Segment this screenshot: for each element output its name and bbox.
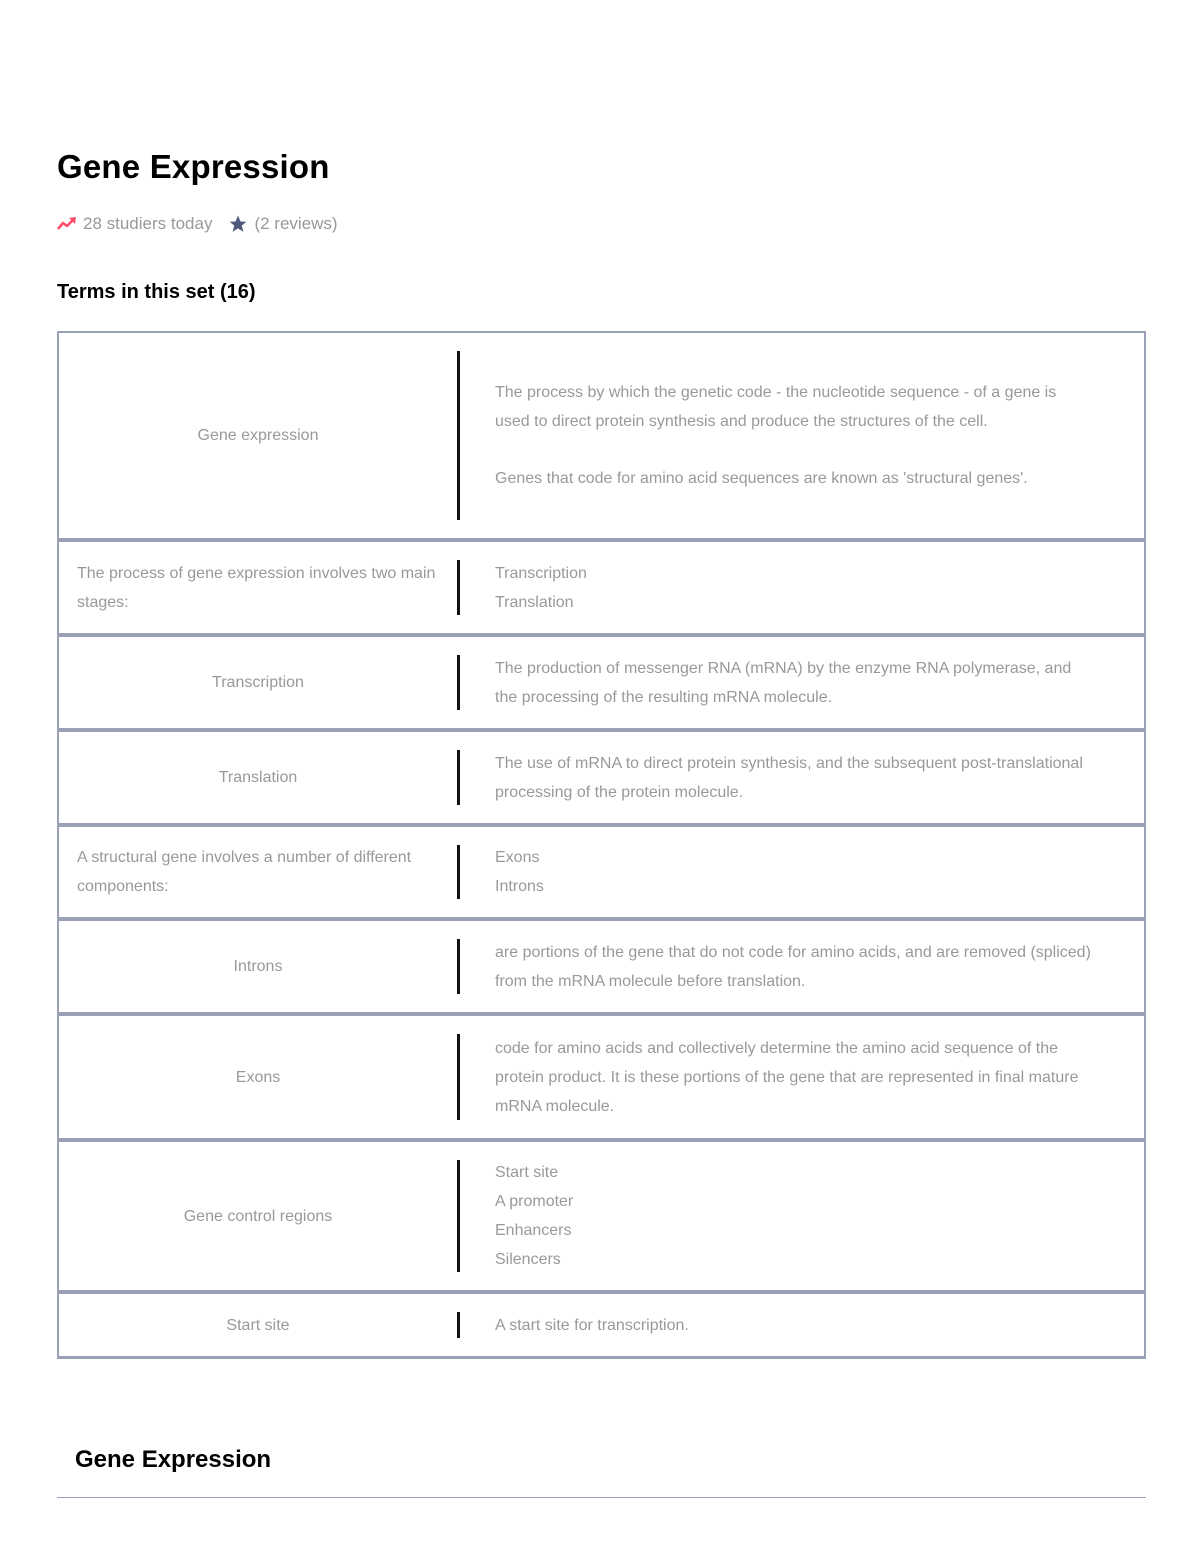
- column-divider: [457, 351, 460, 520]
- term-text: The process of gene expression involves …: [77, 564, 436, 611]
- definition: A start site for transcription.: [460, 1295, 1144, 1356]
- definition-line: A promoter: [495, 1193, 574, 1210]
- term-row: Gene expression The process by which the …: [57, 331, 1146, 541]
- definition-paragraph: are portions of the gene that do not cod…: [495, 943, 1091, 990]
- term-text: A structural gene involves a number of d…: [77, 849, 412, 895]
- term-text: Gene control regions: [183, 1207, 333, 1225]
- term-text: Transcription: [212, 674, 304, 691]
- reviews-link[interactable]: (2 reviews): [254, 214, 338, 233]
- definition-paragraph: The use of mRNA to direct protein synthe…: [495, 754, 1083, 801]
- definition-paragraph: The production of messenger RNA (mRNA) b…: [495, 659, 1072, 706]
- definition: The production of messenger RNA (mRNA) b…: [460, 638, 1144, 728]
- definition: Start site A promoter Enhancers Silencers: [460, 1142, 1144, 1290]
- trending-up-icon: [57, 217, 76, 230]
- page-title: Gene Expression: [57, 148, 330, 185]
- term-row: Transcription The production of messenger…: [57, 635, 1146, 731]
- term-text: Start site: [226, 1316, 290, 1334]
- star-icon: [230, 215, 247, 232]
- column-divider: [457, 655, 460, 710]
- definition: Exons Introns: [460, 827, 1144, 917]
- definition-paragraph: A start site for transcription.: [495, 1316, 689, 1334]
- studiers-count: 28 studiers today: [83, 214, 213, 233]
- definition-line: Translation: [495, 593, 574, 611]
- column-divider: [457, 750, 460, 805]
- term-row: Gene control regions Start site A promoter…: [57, 1140, 1146, 1293]
- definition-line: Exons: [495, 849, 540, 866]
- definition: are portions of the gene that do not cod…: [460, 922, 1144, 1012]
- definition-line: Transcription: [495, 564, 587, 582]
- terms-table: Gene expression The process by which the …: [57, 331, 1146, 1359]
- column-divider: [457, 845, 460, 899]
- column-divider: [457, 1034, 460, 1120]
- definition-line: Introns: [495, 878, 544, 895]
- term-row: The process of gene expression involves …: [57, 540, 1146, 636]
- definition: Transcription Translation: [460, 543, 1144, 633]
- definition-line: Start site: [495, 1164, 559, 1181]
- definition: The process by which the genetic code - …: [460, 362, 1144, 509]
- column-divider: [457, 1312, 460, 1338]
- term-text: Gene expression: [197, 427, 319, 444]
- term-row: A structural gene involves a number of d…: [57, 825, 1146, 920]
- term-row: Translation The use of mRNA to direct pro…: [57, 730, 1146, 826]
- definition-line: Enhancers: [495, 1222, 572, 1239]
- definition-paragraph: The process by which the genetic code - …: [495, 384, 1057, 430]
- term-text: Introns: [233, 958, 283, 975]
- term-row: Start site A start site for transcription…: [57, 1292, 1146, 1359]
- definition-line: Silencers: [495, 1251, 561, 1268]
- definition: code for amino acids and collectively de…: [460, 1018, 1144, 1137]
- definition-paragraph: Genes that code for amino acid sequences…: [495, 470, 1028, 487]
- divider: [57, 1497, 1146, 1498]
- term-row: Introns are portions of the gene that do …: [57, 919, 1146, 1015]
- term-text: Exons: [235, 1068, 281, 1086]
- definition-paragraph: code for amino acids and collectively de…: [495, 1039, 1079, 1115]
- set-meta: 28 studiers today (2 reviews): [57, 214, 338, 234]
- column-divider: [457, 560, 460, 615]
- column-divider: [457, 1160, 460, 1272]
- column-divider: [457, 939, 460, 994]
- term-text: Translation: [218, 769, 298, 786]
- terms-heading: Terms in this set (16): [57, 281, 256, 303]
- footer-title: Gene Expression: [75, 1446, 272, 1473]
- definition: The use of mRNA to direct protein synthe…: [460, 733, 1144, 823]
- term-row: Exons code for amino acids and collective…: [57, 1014, 1146, 1141]
